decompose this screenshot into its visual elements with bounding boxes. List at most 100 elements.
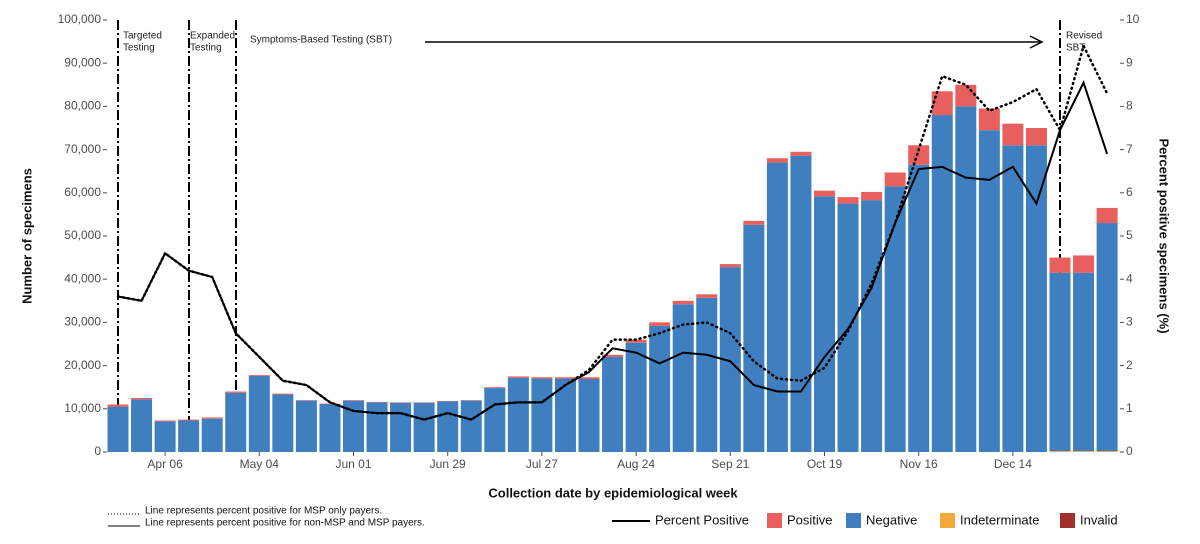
y2-tick-label: 9: [1126, 55, 1133, 69]
bar-segment: [672, 304, 694, 452]
bar-segment: [460, 400, 482, 452]
bar-segment: [1073, 272, 1095, 452]
bar-segment: [131, 399, 153, 452]
legend-label: Indeterminate: [960, 512, 1040, 527]
y-tick-label: 30,000: [64, 315, 101, 329]
bar-segment: [908, 164, 930, 452]
bar-segment: [978, 108, 1000, 131]
annotation: Targeted: [123, 31, 162, 42]
y-tick-label: 10,000: [64, 401, 101, 415]
bar-segment: [154, 421, 176, 452]
y2-axis-title: Percent positive specimens (%): [1157, 138, 1172, 333]
line-series: [117, 80, 1109, 421]
legend-swatch: [767, 513, 782, 528]
bar-segment: [578, 378, 600, 452]
y2-tick-label: 0: [1126, 444, 1133, 458]
y-axis-title: Number of specimens: [19, 168, 34, 304]
bar-segment: [1049, 272, 1071, 452]
annotation: Expanded: [190, 31, 235, 42]
bar-segment: [272, 393, 294, 395]
bar-segment: [131, 398, 153, 400]
y2-tick-label: 2: [1126, 358, 1133, 372]
bar-segment: [672, 300, 694, 305]
bar-segment: [955, 106, 977, 453]
bar-segment: [766, 158, 788, 163]
bar-segment: [955, 84, 977, 107]
bar-segment: [908, 145, 930, 165]
bar-segment: [178, 419, 200, 421]
bar-segment: [413, 402, 435, 452]
x-tick-label: Apr 06: [147, 457, 183, 471]
y2-tick-label: 4: [1126, 271, 1133, 285]
bar-segment: [531, 377, 553, 379]
x-tick-label: Aug 24: [617, 457, 655, 471]
bar-segment: [719, 264, 741, 268]
y2-tick-label: 5: [1126, 228, 1133, 242]
bar-segment: [1096, 451, 1118, 452]
annotation: Symptoms-Based Testing (SBT): [250, 35, 392, 46]
legend-swatch: [846, 513, 861, 528]
bar-segment: [507, 376, 529, 378]
annotation: SBT: [1066, 43, 1085, 54]
bar-segment: [107, 404, 129, 407]
x-tick-label: Jun 01: [335, 457, 371, 471]
bar-segment: [295, 400, 317, 452]
bar-segment: [154, 420, 176, 422]
bar-segment: [649, 325, 671, 452]
bar-segment: [625, 339, 647, 343]
x-tick-label: Nov 16: [900, 457, 938, 471]
bar-segment: [837, 197, 859, 204]
bar-segment: [1096, 207, 1118, 224]
bar-segment: [507, 377, 529, 452]
y2-tick-label: 8: [1126, 99, 1133, 113]
x-tick-label: Jul 27: [526, 457, 558, 471]
bar-segment: [248, 375, 270, 376]
y-tick-label: 50,000: [64, 228, 101, 242]
bar-segment: [931, 91, 953, 116]
bar-segment: [437, 401, 459, 452]
y-tick-label: 40,000: [64, 271, 101, 285]
bar-segment: [861, 200, 883, 452]
legend-label: Negative: [866, 512, 917, 527]
bars: [107, 84, 1118, 453]
footnote: Line represents percent positive for MSP…: [145, 506, 382, 517]
bar-segment: [578, 377, 600, 379]
x-tick-label: Jun 29: [430, 457, 466, 471]
legend: Percent Positive Positive Negative Indeterm…: [612, 512, 1118, 528]
bar-segment: [201, 418, 223, 452]
bar-segment: [766, 162, 788, 452]
bar-segment: [201, 417, 223, 419]
bar-segment: [1002, 145, 1024, 452]
x-tick-label: Dec 14: [994, 457, 1032, 471]
bar-segment: [319, 404, 341, 452]
annotation: Testing: [190, 43, 222, 54]
bar-segment: [602, 356, 624, 452]
bar-segment: [1073, 451, 1095, 452]
bar-segment: [602, 354, 624, 357]
y2-tick-label: 6: [1126, 185, 1133, 199]
y-tick-label: 100,000: [58, 12, 102, 26]
bar-segment: [978, 130, 1000, 452]
bar-segment: [1049, 257, 1071, 273]
bar-segment: [343, 400, 364, 452]
bar-segment: [531, 378, 553, 452]
bar-segment: [248, 375, 270, 452]
bar-segment: [625, 342, 647, 452]
bar-segment: [649, 322, 671, 326]
bar-segment: [178, 420, 200, 452]
bar-segment: [484, 387, 506, 389]
bar-segment: [554, 378, 576, 452]
bar-segment: [790, 151, 812, 156]
annotation: Testing: [123, 43, 155, 54]
bar-segment: [484, 388, 506, 452]
legend-label: Positive: [787, 512, 833, 527]
x-tick-label: May 04: [240, 457, 280, 471]
bar-segment: [1073, 255, 1095, 273]
y-tick-label: 80,000: [64, 99, 101, 113]
legend-label: Percent Positive: [655, 512, 749, 527]
bar-segment: [884, 172, 906, 187]
bar-segment: [743, 224, 765, 452]
arrow-head: [1029, 35, 1044, 49]
legend-swatch: [940, 513, 955, 528]
